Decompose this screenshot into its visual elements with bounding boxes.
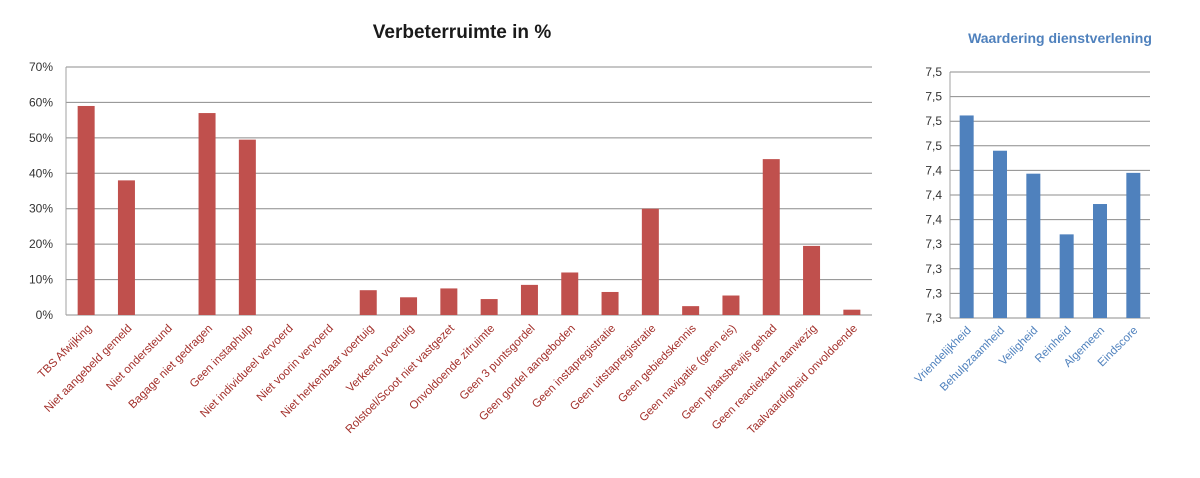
right-bar: [993, 150, 1007, 318]
right-bars: [959, 115, 1141, 319]
left-y-tick-label: 50%: [29, 131, 53, 145]
left-bar: [520, 284, 538, 315]
left-bar: [803, 245, 821, 315]
left-y-tick-label: 10%: [29, 273, 53, 287]
right-y-tick-label: 7,3: [925, 311, 942, 325]
left-y-tick-label: 30%: [29, 202, 53, 216]
right-y-tick-label: 7,5: [925, 65, 942, 79]
left-bars: [77, 105, 861, 315]
left-bar: [722, 295, 740, 315]
left-bar: [359, 290, 377, 315]
right-y-tick-label: 7,4: [925, 188, 942, 202]
right-y-axis-ticks: 7,3 7,3 7,3 7,3 7,4 7,4 7,4 7,5 7,5 7,5 7,5: [925, 65, 942, 325]
left-bar: [641, 208, 659, 315]
left-bar: [843, 309, 861, 315]
right-y-tick-label: 7,3: [925, 262, 942, 276]
left-bar: [762, 159, 780, 315]
left-bar: [77, 105, 95, 315]
left-bar: [561, 272, 579, 315]
left-y-tick-label: 20%: [29, 237, 53, 251]
right-y-tick-label: 7,4: [925, 213, 942, 227]
right-bar: [1093, 204, 1107, 318]
left-y-tick-label: 40%: [29, 166, 53, 180]
right-bar: [1059, 234, 1074, 318]
left-y-tick-label: 60%: [29, 95, 53, 109]
left-bar: [601, 291, 619, 315]
left-bar: [400, 297, 418, 315]
right-bar: [959, 115, 974, 319]
left-y-tick-label: 70%: [29, 60, 53, 74]
left-bar: [198, 113, 216, 315]
right-y-tick-label: 7,5: [925, 90, 942, 104]
left-y-axis-ticks: 0% 10% 20% 30% 40% 50% 60% 70%: [29, 60, 53, 322]
right-y-tick-label: 7,3: [925, 286, 942, 300]
chart-title-right: Waardering dienstverlening: [968, 30, 1152, 46]
left-bar: [238, 139, 256, 315]
right-y-tick-label: 7,5: [925, 114, 942, 128]
right-gridlines: [949, 71, 1150, 319]
left-bar: [480, 299, 498, 315]
right-y-tick-label: 7,4: [925, 163, 942, 177]
right-y-tick-label: 7,3: [925, 237, 942, 251]
right-bar: [1126, 172, 1141, 318]
right-y-tick-label: 7,5: [925, 139, 942, 153]
chart-title-left: Verbeterruimte in %: [373, 22, 552, 43]
left-bar: [440, 288, 458, 315]
left-bar: [682, 306, 700, 315]
right-bar: [1026, 173, 1041, 318]
left-y-tick-label: 0%: [36, 308, 54, 322]
left-bar: [117, 180, 135, 315]
